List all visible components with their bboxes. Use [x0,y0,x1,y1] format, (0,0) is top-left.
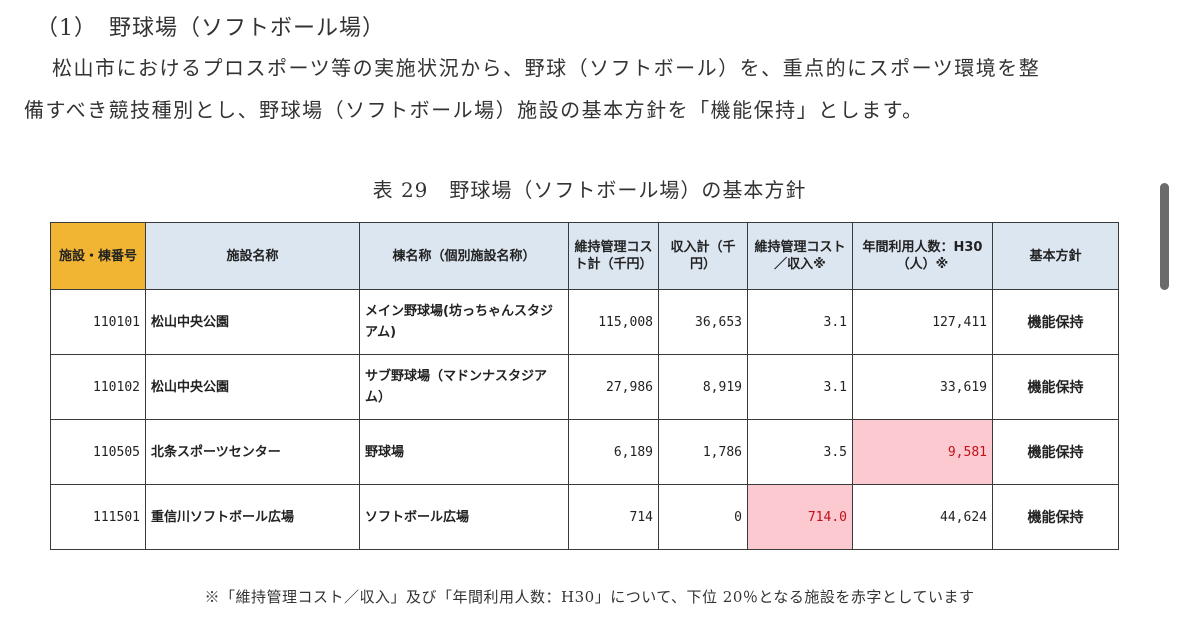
policy-table: 施設・棟番号 施設名称 棟名称（個別施設名称） 維持管理コスト計（千円） 収入計… [50,222,1119,550]
cell-users: 44,624 [852,484,993,550]
vertical-scrollbar[interactable] [1160,183,1169,290]
cell-facility-no: 111501 [50,484,146,550]
header-policy: 基本方針 [992,222,1119,290]
header-users: 年間利用人数：H30（人）※ [852,222,993,290]
paragraph-line-2: 備すべき競技種別とし、野球場（ソフトボール場）施設の基本方針を「機能保持」としま… [24,98,924,122]
cell-income: 36,653 [658,289,748,355]
cell-cost: 714 [568,484,659,550]
cell-building-name: 野球場 [359,419,569,485]
cell-users: 33,619 [852,354,993,420]
cell-facility-name: 北条スポーツセンター [145,419,360,485]
header-cost: 維持管理コスト計（千円） [568,222,659,290]
table-row: 110505 北条スポーツセンター 野球場 6,189 1,786 3.5 9,… [50,419,1119,485]
header-building-name: 棟名称（個別施設名称） [359,222,569,290]
cell-cost: 27,986 [568,354,659,420]
cell-cost-ratio: 3.1 [747,354,853,420]
table-header-row: 施設・棟番号 施設名称 棟名称（個別施設名称） 維持管理コスト計（千円） 収入計… [50,222,1119,290]
cell-facility-no: 110505 [50,419,146,485]
paragraph-line-1: 松山市におけるプロスポーツ等の実施状況から、野球（ソフトボール）を、重点的にスポ… [52,56,1041,80]
cell-income: 0 [658,484,748,550]
cell-cost: 6,189 [568,419,659,485]
cell-cost-ratio: 3.1 [747,289,853,355]
cell-facility-name: 松山中央公園 [145,354,360,420]
cell-policy: 機能保持 [992,289,1119,355]
cell-cost-ratio: 3.5 [747,419,853,485]
table-row: 110101 松山中央公園 メイン野球場(坊っちゃんスタジアム) 115,008… [50,289,1119,355]
cell-building-name: ソフトボール広場 [359,484,569,550]
cell-building-name: サブ野球場（マドンナスタジアム） [359,354,569,420]
cell-users-highlighted: 9,581 [852,419,993,485]
header-cost-ratio: 維持管理コスト／収入※ [747,222,853,290]
cell-users: 127,411 [852,289,993,355]
cell-policy: 機能保持 [992,354,1119,420]
table-footnote: ※「維持管理コスト／収入」及び「年間利用人数：H30」について、下位 20％とな… [204,588,975,606]
cell-cost-ratio-highlighted: 714.0 [747,484,853,550]
cell-facility-no: 110102 [50,354,146,420]
table-row: 110102 松山中央公園 サブ野球場（マドンナスタジアム） 27,986 8,… [50,354,1119,420]
cell-building-name: メイン野球場(坊っちゃんスタジアム) [359,289,569,355]
cell-policy: 機能保持 [992,484,1119,550]
cell-facility-name: 重信川ソフトボール広場 [145,484,360,550]
header-income: 収入計（千円） [658,222,748,290]
cell-policy: 機能保持 [992,419,1119,485]
table-caption: 表 29 野球場（ソフトボール場）の基本方針 [372,178,807,202]
cell-facility-no: 110101 [50,289,146,355]
cell-cost: 115,008 [568,289,659,355]
header-facility-name: 施設名称 [145,222,360,290]
cell-facility-name: 松山中央公園 [145,289,360,355]
section-heading: （1） 野球場（ソフトボール場） [36,16,385,41]
cell-income: 1,786 [658,419,748,485]
header-facility-no: 施設・棟番号 [50,222,146,290]
table-row: 111501 重信川ソフトボール広場 ソフトボール広場 714 0 714.0 … [50,484,1119,550]
cell-income: 8,919 [658,354,748,420]
